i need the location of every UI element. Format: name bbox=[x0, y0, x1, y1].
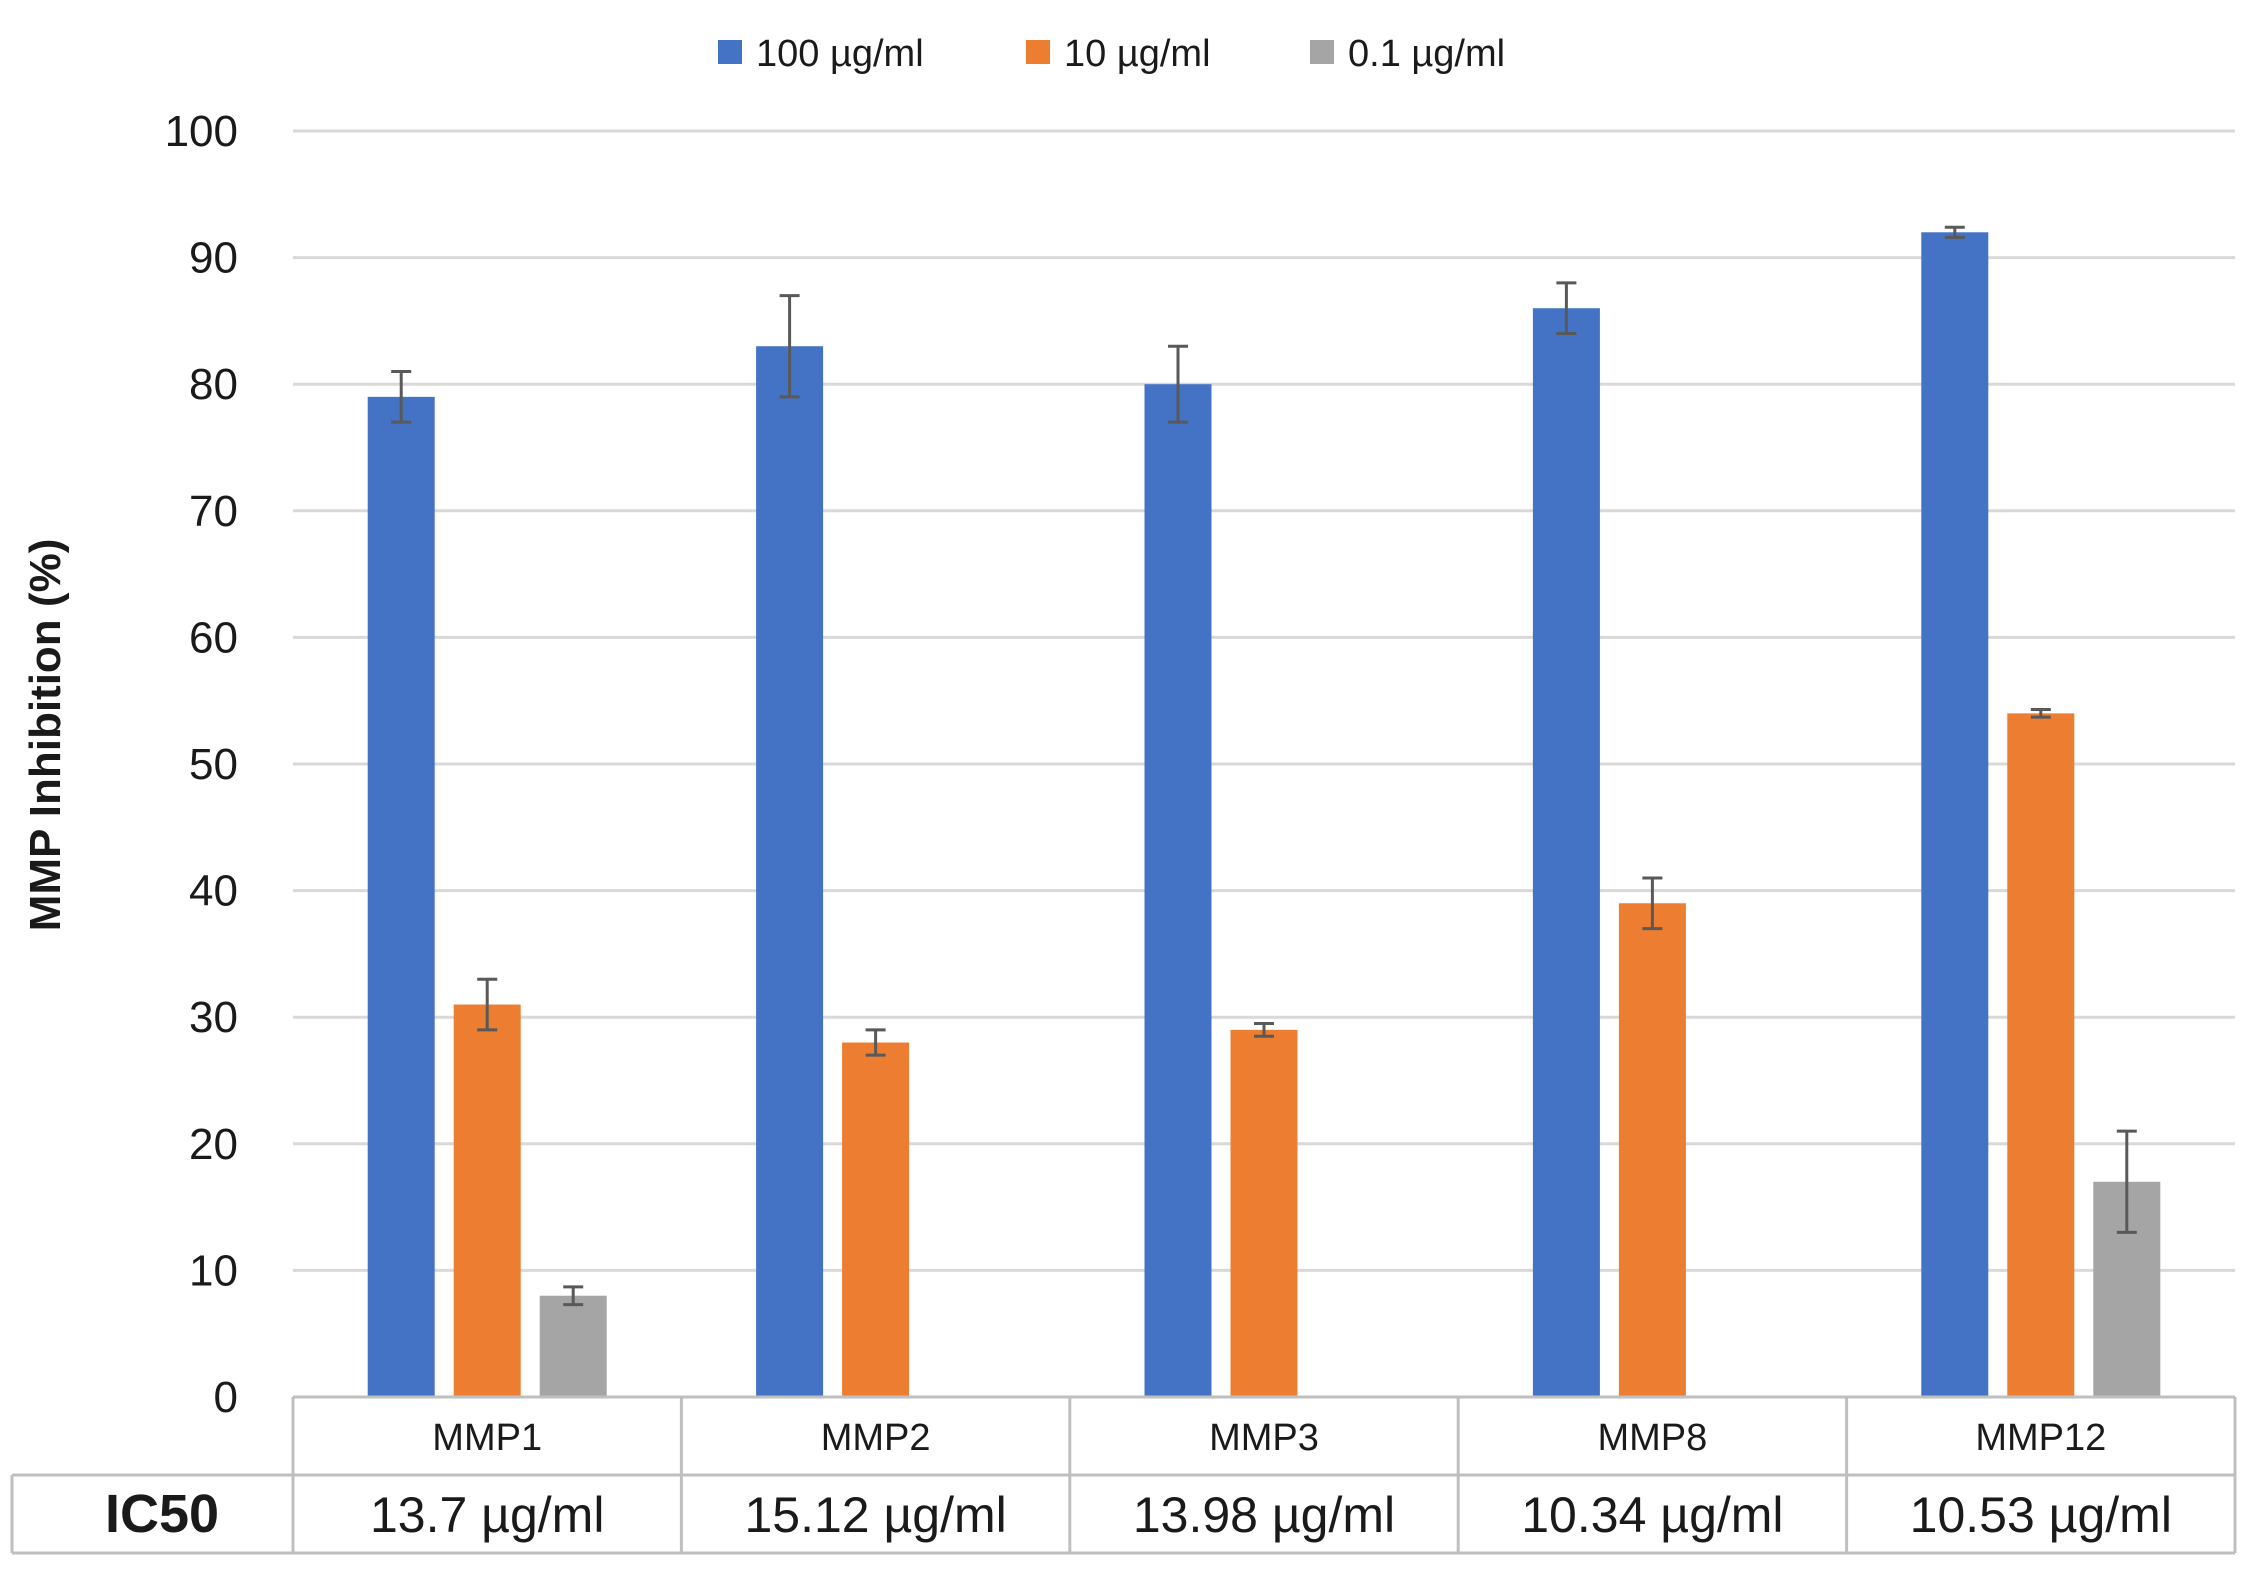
bar bbox=[453, 1004, 521, 1397]
bar bbox=[367, 396, 435, 1397]
bar bbox=[756, 346, 824, 1398]
bar bbox=[1144, 384, 1212, 1397]
ic50-value: 10.53 µg/ml bbox=[1910, 1487, 2172, 1543]
legend: 100 µg/ml 10 µg/ml 0.1 µg/ml bbox=[718, 33, 1505, 75]
error-bars bbox=[391, 225, 2137, 1307]
ic50-value: 10.34 µg/ml bbox=[1521, 1487, 1783, 1543]
ic50-value: 13.7 µg/ml bbox=[370, 1487, 604, 1543]
bar bbox=[1532, 308, 1600, 1397]
y-tick-label: 50 bbox=[189, 740, 238, 789]
legend-swatch bbox=[718, 40, 742, 64]
ic50-table: MMP1 13.7 µg/ml MMP2 15.12 µg/ml MMP3 13.98 µ… bbox=[10, 1395, 2237, 1555]
legend-label: 100 µg/ml bbox=[756, 33, 924, 75]
y-tick-label: 40 bbox=[189, 867, 238, 916]
legend-label: 10 µg/ml bbox=[1064, 33, 1211, 75]
x-category-label: MMP2 bbox=[821, 1417, 931, 1459]
legend-swatch bbox=[1026, 40, 1050, 64]
bar bbox=[1618, 903, 1686, 1397]
x-category-label: MMP3 bbox=[1209, 1417, 1319, 1459]
y-tick-label: 0 bbox=[214, 1373, 238, 1422]
bars bbox=[367, 232, 2161, 1398]
y-tick-label: 70 bbox=[189, 487, 238, 536]
ic50-value: 15.12 µg/ml bbox=[744, 1487, 1006, 1543]
ic50-value: 13.98 µg/ml bbox=[1133, 1487, 1395, 1543]
y-tick-label: 30 bbox=[189, 993, 238, 1042]
legend-swatch bbox=[1310, 40, 1334, 64]
bar bbox=[539, 1295, 607, 1397]
ic50-row-header: IC50 bbox=[105, 1484, 219, 1544]
y-tick-label: 20 bbox=[189, 1120, 238, 1169]
bar bbox=[1230, 1029, 1298, 1397]
y-axis-title: MMP Inhibition (%) bbox=[21, 539, 70, 932]
x-category-label: MMP1 bbox=[432, 1417, 542, 1459]
bar bbox=[2007, 713, 2075, 1397]
y-tick-label: 10 bbox=[189, 1246, 238, 1295]
y-tick-label: 90 bbox=[189, 234, 238, 283]
bar bbox=[842, 1042, 910, 1397]
y-tick-label: 60 bbox=[189, 613, 238, 662]
x-category-label: MMP8 bbox=[1598, 1417, 1708, 1459]
y-axis: 0 10 20 30 40 50 60 70 80 90 100 bbox=[165, 107, 238, 1422]
x-category-label: MMP12 bbox=[1975, 1417, 2106, 1459]
gridlines bbox=[293, 129, 2235, 1272]
legend-label: 0.1 µg/ml bbox=[1348, 33, 1505, 75]
y-tick-label: 100 bbox=[165, 107, 238, 156]
y-tick-label: 80 bbox=[189, 360, 238, 409]
bar bbox=[1921, 232, 1989, 1397]
